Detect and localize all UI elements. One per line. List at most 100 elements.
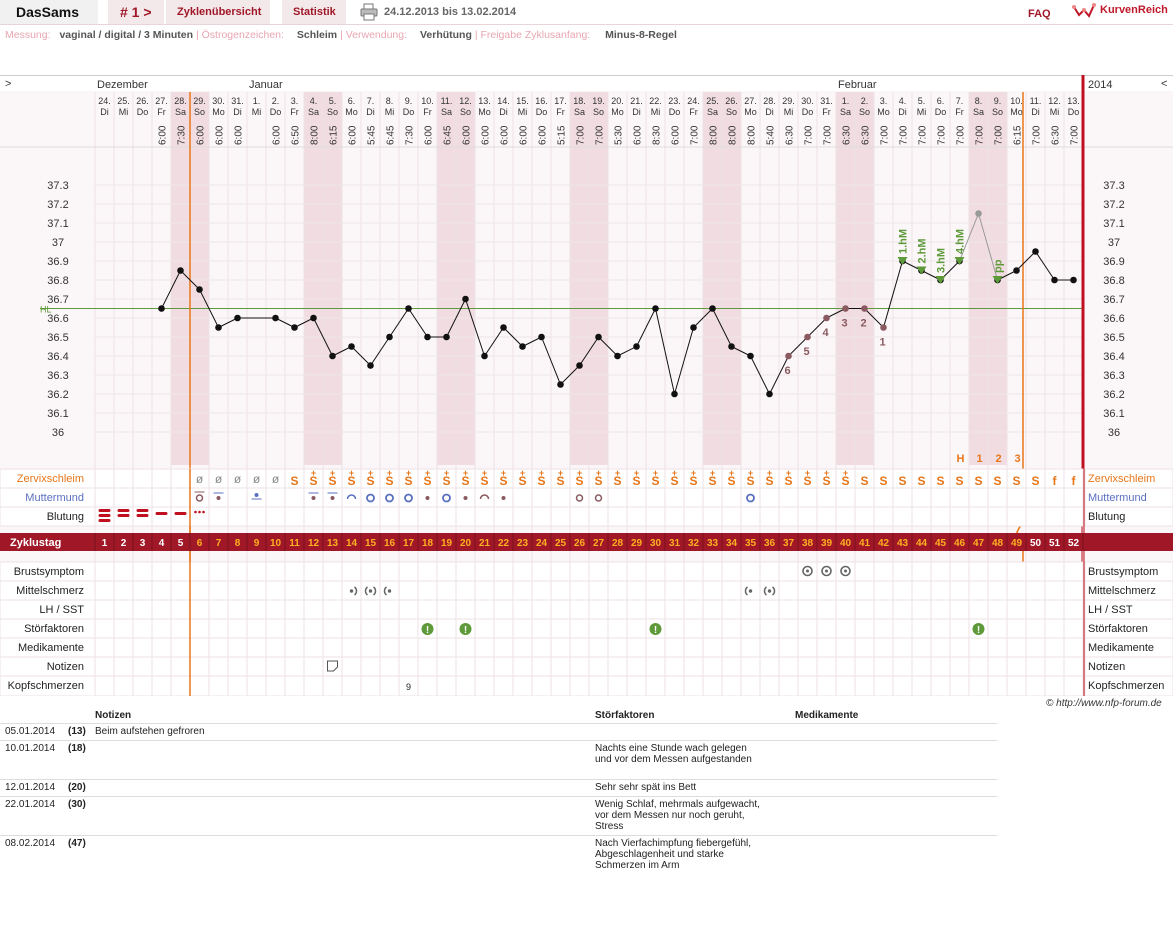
cycle-day-number: 37 [783, 538, 795, 549]
row-label-meds: Medikamente [18, 642, 84, 654]
cervix-symbol: S [290, 474, 298, 488]
cervix-plus: + [748, 468, 753, 478]
weekday-label: Mo [345, 107, 358, 117]
measure-time: 6:50 [291, 125, 302, 145]
measure-time: 7:00 [595, 125, 606, 145]
weekday-label: Di [366, 107, 375, 117]
mittelschmerz-icon [368, 589, 373, 593]
temp-point [557, 381, 564, 388]
high-label: 3.hM [936, 248, 948, 273]
temp-curve-segment [180, 270, 200, 290]
cervix-symbol: S [993, 474, 1001, 488]
row-label-right-disturb: Störfaktoren [1088, 623, 1148, 635]
weekday-label: Di [499, 107, 508, 117]
day-number: 20. [611, 96, 624, 106]
weekend-column [836, 92, 855, 465]
row-band-breast [0, 561, 1084, 582]
day-number: 18. [573, 96, 586, 106]
table-row: 05.01.2014 (13) Beim aufstehen gefroren [0, 723, 997, 741]
cycle-day-number: 7 [216, 538, 222, 549]
weekday-label: Mi [518, 107, 528, 117]
temp-point [614, 352, 621, 360]
cervix-symbol: S [1012, 474, 1020, 488]
cervix-plus: + [634, 468, 639, 478]
cycle-nav[interactable]: # 1 > [108, 0, 164, 24]
top-divider [0, 24, 1173, 25]
row-band-right-headache [1084, 675, 1173, 696]
temp-point [595, 333, 602, 341]
weekday-label: Mo [744, 107, 757, 117]
mittelschmerz-arc [364, 586, 369, 596]
faq-link[interactable]: FAQ [1028, 8, 1051, 20]
weekday-label: Mi [917, 107, 927, 117]
cervix-symbol: S [917, 474, 925, 488]
cycle-day-number: 11 [289, 538, 300, 549]
bleeding-mark [117, 514, 130, 517]
day-number: 6. [348, 96, 356, 106]
cervix-plus: + [691, 468, 696, 478]
cycle-day-number: 16 [384, 538, 396, 549]
measure-time: 8:00 [728, 125, 739, 145]
day-number: 11. [1030, 96, 1042, 106]
brand-tab[interactable]: DasSams [0, 0, 98, 24]
cervix-symbol: S [556, 474, 564, 488]
temp-curve-segment [503, 327, 523, 347]
day-number: 9. [994, 96, 1002, 106]
cycle-day-number: 51 [1049, 538, 1061, 549]
mittelschmerz-arc [744, 586, 749, 596]
row-disturb: Sehr sehr spät ins Bett [595, 782, 697, 793]
cervix-plus: + [406, 468, 411, 478]
weekend-column [969, 92, 988, 465]
day-number: 21. [630, 96, 643, 106]
cycle-day-number: 13 [327, 538, 339, 549]
weekend-column [722, 92, 741, 465]
spotting-dot [202, 510, 205, 514]
cervix-symbol: S [385, 474, 393, 488]
nav-left-arrow[interactable]: > [5, 78, 11, 90]
print-icon[interactable] [360, 3, 378, 21]
temp-curve-segment [484, 327, 504, 357]
spotting-dot [198, 510, 201, 514]
temp-point [310, 314, 317, 322]
cycle-day-number: 47 [973, 538, 985, 549]
cervix-mouth-icon [746, 493, 755, 503]
count-label: 3 [841, 318, 847, 330]
cervix-symbol: S [537, 474, 545, 488]
weekday-label: Do [935, 107, 947, 117]
row-label-right-mouth: Muttermund [1088, 492, 1147, 504]
measure-time: 8:00 [709, 125, 720, 145]
cycle-day-number: 36 [764, 538, 776, 549]
weekday-label: Mi [651, 107, 661, 117]
row-band-lh [0, 599, 1084, 620]
cycle-day-number: 17 [403, 538, 415, 549]
temp-curve-segment [693, 308, 713, 328]
date-range: 24.12.2013 bis 13.02.2014 [384, 6, 517, 18]
cervix-symbol: S [613, 474, 621, 488]
bleeding-mark [98, 519, 111, 522]
cycle-day-number: 49 [1011, 538, 1023, 549]
weekday-label: Di [765, 107, 774, 117]
measure-time: 6:45 [386, 125, 397, 145]
temp-curve-segment [294, 317, 314, 328]
tab-statistics[interactable]: Statistik [282, 0, 346, 24]
cervix-symbol: S [822, 474, 830, 488]
header-strip [0, 75, 1173, 91]
weekday-label: Sa [840, 107, 851, 117]
cervix-mouth-icon [501, 496, 506, 500]
cycle-day-number: 1 [102, 538, 108, 549]
temp-point [823, 314, 830, 322]
row-band-headache [0, 675, 1084, 696]
day-number: 14. [497, 96, 510, 106]
nav-right-arrow[interactable]: < [1161, 78, 1167, 90]
temp-curve-segment [522, 336, 542, 347]
temp-point [671, 390, 678, 398]
measure-time: 6:00 [462, 125, 473, 145]
temp-curve-segment [617, 346, 637, 357]
tab-cycle-overview[interactable]: Zyklenübersicht [166, 0, 270, 24]
temp-point [1013, 267, 1020, 274]
temp-curve-segment [978, 213, 998, 281]
cervix-symbol: S [309, 474, 317, 488]
cervix-symbol: S [404, 474, 412, 488]
cervix-symbol: ø [253, 472, 261, 486]
